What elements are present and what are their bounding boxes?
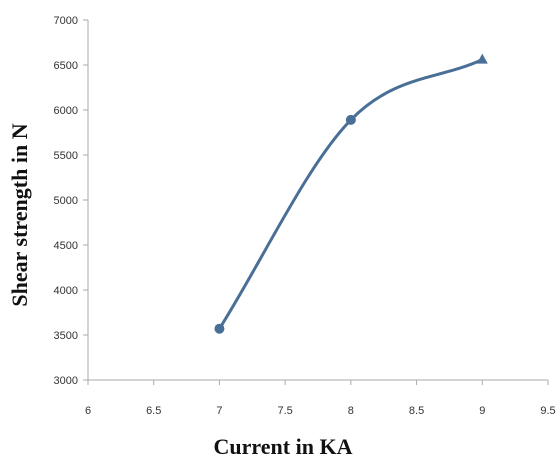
y-tick-label: 3500: [54, 330, 78, 342]
series-line: [217, 58, 484, 331]
data-point-marker: [214, 323, 225, 334]
x-tick-label: 9.5: [540, 405, 555, 417]
series-markers: [214, 53, 488, 334]
x-tick-label: 6: [85, 405, 91, 417]
y-tick-label: 5000: [54, 195, 78, 207]
y-tick-label: 3000: [54, 375, 78, 387]
y-tick-label: 4000: [54, 285, 78, 297]
x-tick-label: 8: [348, 405, 354, 417]
y-axis-ticks: 3000 3500 4000 4500 5000 5500 6000 6500 7000: [54, 15, 88, 387]
y-tick-label: 5500: [54, 150, 78, 162]
x-tick-label: 8.5: [409, 405, 424, 417]
data-point-marker: [476, 53, 488, 64]
y-tick-label: 4500: [54, 240, 78, 252]
y-axis-title: Shear strength in N: [7, 123, 32, 306]
x-tick-label: 9: [479, 405, 485, 417]
data-point-marker: [345, 114, 356, 125]
x-axis-ticks: 6 6.5 7 7.5 8 8.5 9 9.5: [85, 380, 556, 417]
x-tick-label: 7.5: [277, 405, 292, 417]
x-axis-title: Current in KA: [214, 434, 353, 459]
x-tick-label: 7: [216, 405, 222, 417]
y-tick-label: 7000: [54, 15, 78, 27]
x-tick-label: 6.5: [146, 405, 161, 417]
y-tick-label: 6500: [54, 60, 78, 72]
y-tick-label: 6000: [54, 105, 78, 117]
